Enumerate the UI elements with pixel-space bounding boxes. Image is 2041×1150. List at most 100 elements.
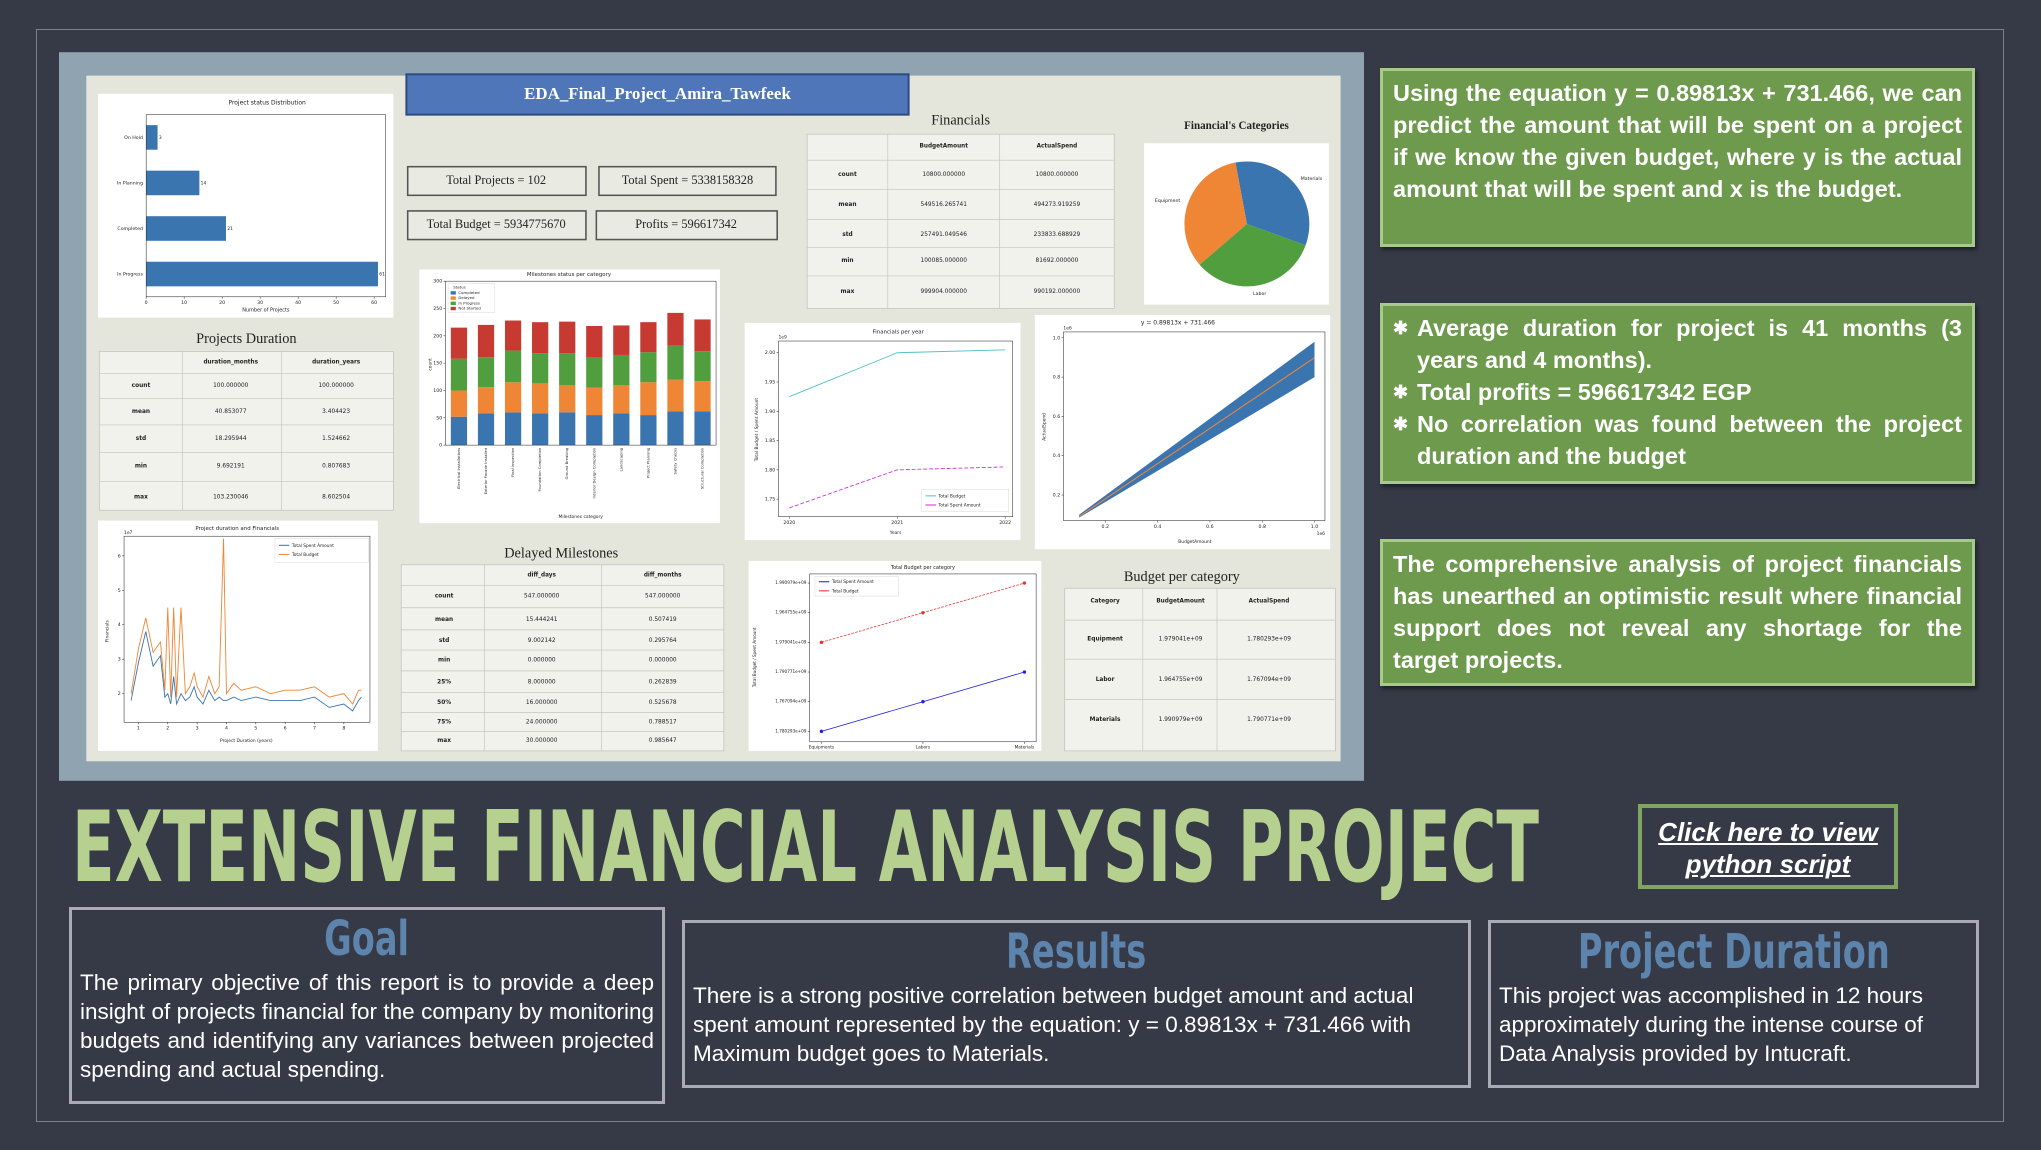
x-tick-label: Labors bbox=[916, 744, 931, 750]
table-cell: 0.000000 bbox=[649, 657, 677, 663]
row-label: Materials bbox=[1090, 717, 1121, 723]
y-axis-label: Total Budget / Spent Amount bbox=[752, 627, 757, 688]
kpi-text: Total Budget = 5934775670 bbox=[427, 217, 566, 231]
table-cell: 9.002142 bbox=[528, 638, 556, 644]
x-tick-label: 2022 bbox=[999, 520, 1011, 526]
y-tick-label: 1.964755e+09 bbox=[775, 610, 807, 615]
bar-segment bbox=[694, 319, 711, 352]
table-cell: 547.000000 bbox=[524, 594, 560, 600]
legend-label: Completed bbox=[458, 290, 480, 295]
x-tick-label: 60 bbox=[371, 300, 377, 306]
legend-box bbox=[814, 576, 899, 597]
table-cell: 1.780293e+09 bbox=[1247, 636, 1291, 642]
link-line[interactable]: python script bbox=[1685, 849, 1851, 879]
bar-segment bbox=[559, 385, 576, 413]
bar-segment bbox=[613, 385, 630, 414]
card-text: There is a strong positive correlation b… bbox=[693, 983, 1414, 1066]
y-tick-label: 1.85 bbox=[765, 438, 775, 444]
value-label: 61 bbox=[379, 272, 385, 278]
bar-segment bbox=[504, 382, 522, 413]
x-tick-label: 0.6 bbox=[1206, 524, 1213, 530]
table-cell: 1.979041e+09 bbox=[1159, 636, 1203, 642]
bar-segment bbox=[504, 412, 522, 446]
banner-text: EDA_Final_Project_Amira_Tawfeek bbox=[524, 84, 791, 103]
x-tick-label: 20 bbox=[219, 300, 225, 306]
legend-box bbox=[274, 538, 369, 563]
x-tick-label: Project Planning bbox=[646, 447, 650, 478]
y-tick-label: 1.95 bbox=[765, 380, 775, 386]
slice-label: Equipment bbox=[1155, 198, 1181, 204]
chart-title: y = 0.89813x + 731.466 bbox=[1141, 319, 1215, 326]
y-tick-label: 1.90 bbox=[765, 409, 775, 415]
y-tick-label: 0 bbox=[439, 443, 442, 449]
table-cell: 547.000000 bbox=[645, 594, 681, 600]
legend-swatch bbox=[450, 291, 456, 295]
x-tick-label: Final Inspection bbox=[511, 447, 515, 477]
y-tick-label: 0.8 bbox=[1053, 375, 1060, 381]
offset-label: 1e9 bbox=[779, 335, 788, 341]
chart-panel bbox=[1034, 315, 1331, 550]
bar-segment bbox=[640, 415, 657, 446]
bar-segment bbox=[613, 413, 630, 446]
offset-label: 1e6 bbox=[1063, 326, 1072, 332]
link-line[interactable]: Click here to view bbox=[1658, 817, 1878, 847]
y-tick-label: 1.80 bbox=[765, 467, 775, 473]
offset-label: 1e7 bbox=[124, 530, 133, 536]
x-tick-label: 7 bbox=[313, 726, 316, 732]
row-label: count bbox=[132, 383, 151, 389]
table-cell: 81692.000000 bbox=[1036, 258, 1079, 264]
script-link[interactable]: Click here to view python script bbox=[1638, 804, 1898, 889]
legend-label: Delayed bbox=[458, 295, 475, 300]
table-cell: 1.767094e+09 bbox=[1247, 677, 1291, 683]
x-tick-label: 50 bbox=[333, 300, 339, 306]
bar-segment bbox=[477, 357, 495, 388]
y-tick-label: 100 bbox=[433, 388, 442, 394]
row-label: mean bbox=[435, 617, 453, 623]
table-cell: 0.262839 bbox=[649, 679, 677, 685]
table-cell: 233833.688929 bbox=[1034, 232, 1081, 238]
table-cell: 0.507419 bbox=[649, 617, 677, 623]
table-box bbox=[400, 564, 725, 752]
table-cell: 103.230046 bbox=[213, 495, 249, 501]
x-tick-label: Safety Checks bbox=[673, 448, 677, 475]
pie-slice bbox=[1235, 161, 1310, 246]
value-label: 14 bbox=[201, 180, 207, 186]
y-tick-label: 250 bbox=[433, 306, 442, 312]
card-title: Goal bbox=[324, 911, 410, 967]
table-box bbox=[99, 351, 394, 511]
column-header: Category bbox=[1090, 599, 1120, 605]
bar-segment bbox=[477, 387, 495, 414]
table-box bbox=[806, 133, 1115, 309]
table-cell: 10800.000000 bbox=[922, 172, 965, 178]
bar-segment bbox=[450, 390, 468, 417]
table-title: Budget per category bbox=[1124, 569, 1241, 585]
y-tick-label: 3 bbox=[118, 657, 121, 663]
x-tick-label: 5 bbox=[254, 726, 257, 732]
row-label: mean bbox=[132, 409, 150, 415]
column-header: diff_days bbox=[527, 573, 556, 579]
x-tick-label: Exterior Facade Installed bbox=[484, 447, 488, 494]
data-point bbox=[921, 700, 925, 704]
bar-segment bbox=[504, 350, 522, 383]
bar-segment bbox=[450, 327, 468, 359]
card-title: Results bbox=[1006, 924, 1147, 980]
column-header: diff_months bbox=[644, 573, 682, 579]
bar-segment bbox=[450, 358, 468, 391]
pie-slice bbox=[1199, 223, 1306, 287]
table-cell: 0.788517 bbox=[649, 720, 677, 726]
finding: Total profits = 596617342 EGP bbox=[1393, 376, 1962, 408]
x-tick-label: Materials bbox=[1015, 744, 1035, 750]
bar-segment bbox=[559, 321, 576, 354]
table-title: Financials bbox=[931, 112, 990, 128]
legend-label: Total Budget bbox=[831, 588, 859, 594]
column-header: duration_years bbox=[312, 359, 361, 365]
slice-label: Labor bbox=[1253, 291, 1266, 297]
column-header: ActualSpend bbox=[1249, 599, 1290, 605]
table-cell: 8.602504 bbox=[322, 495, 350, 501]
legend-label: In Progress bbox=[458, 300, 479, 305]
table-box bbox=[1064, 587, 1336, 752]
table-cell: 549516.265741 bbox=[921, 202, 968, 208]
bar-segment bbox=[694, 381, 711, 412]
row-label: std bbox=[842, 232, 852, 238]
column-header: duration_months bbox=[203, 359, 258, 365]
